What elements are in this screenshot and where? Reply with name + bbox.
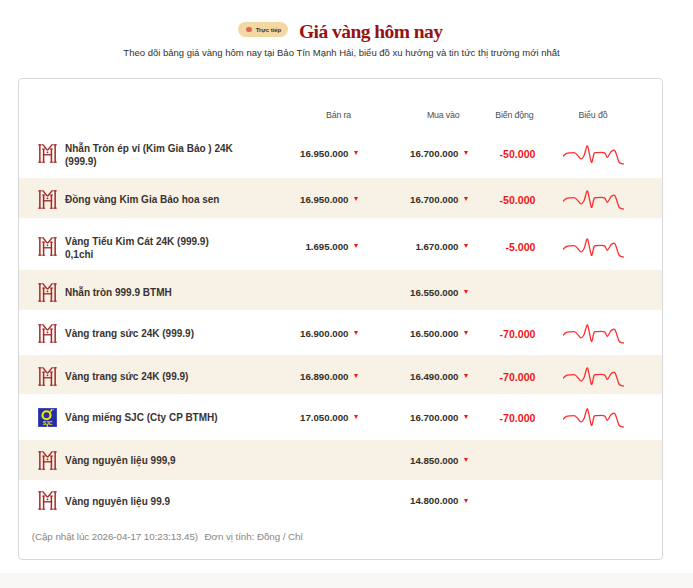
svg-text:SJC: SJC — [43, 419, 53, 425]
